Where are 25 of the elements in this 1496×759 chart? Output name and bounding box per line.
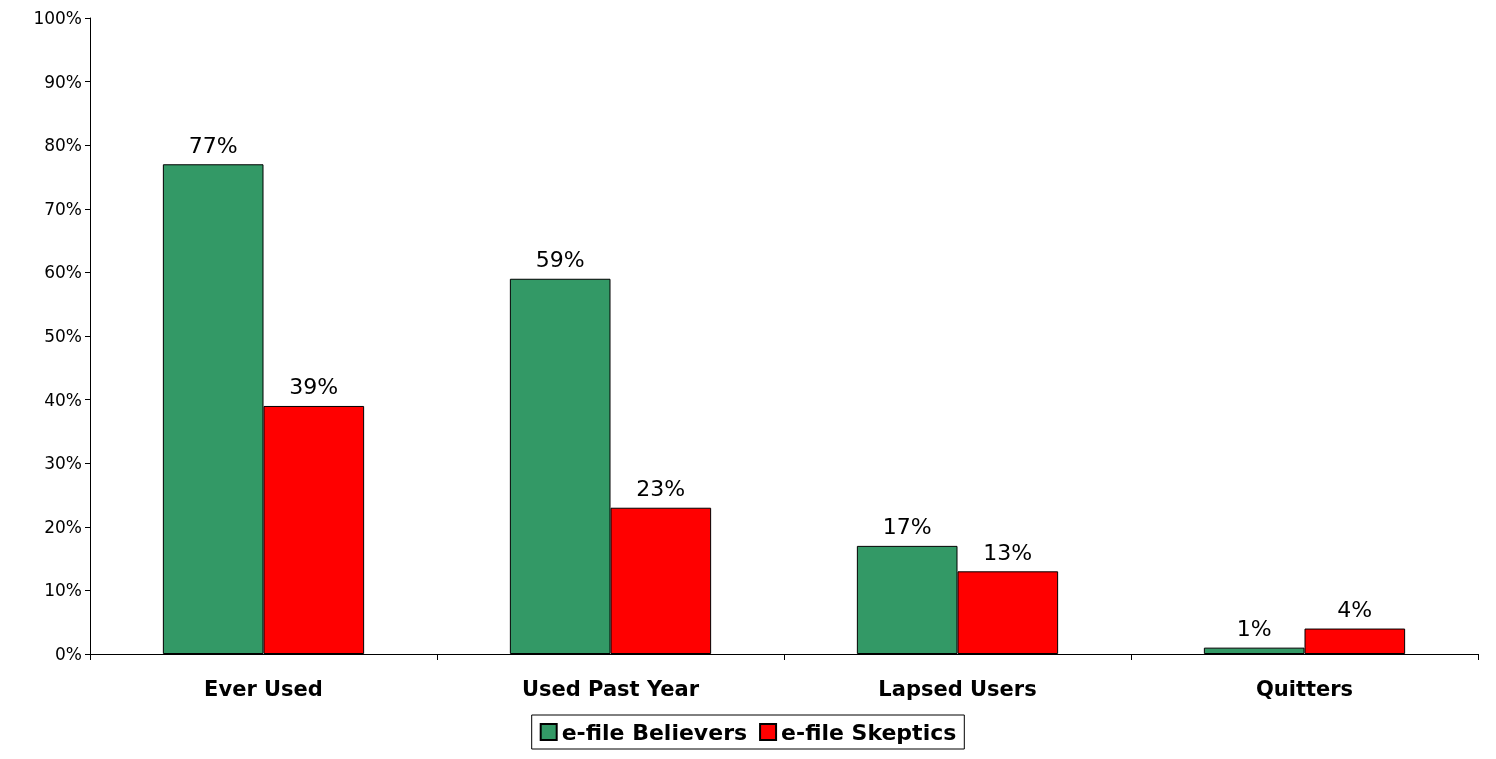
data-label: 17%	[882, 514, 932, 540]
y-tick-label: 100%	[33, 8, 82, 28]
y-tick-label: 70%	[44, 198, 82, 219]
data-label: 59%	[535, 247, 585, 273]
data-label: 23%	[636, 476, 686, 502]
y-tick-label: 50%	[44, 326, 82, 346]
legend-label: e-file Skeptics	[781, 719, 957, 745]
x-tick-label: Lapsed Users	[878, 676, 1037, 701]
data-label: 77%	[188, 132, 238, 158]
data-label: 39%	[289, 374, 339, 400]
y-tick-label: 90%	[44, 71, 82, 92]
legend-label: e-file Believers	[561, 719, 748, 745]
y-tick-label: 20%	[44, 516, 82, 537]
y-tick-label: 30%	[44, 453, 82, 474]
y-tick-label: 80%	[44, 135, 82, 156]
y-tick-label: 10%	[44, 580, 82, 601]
y-tick-label: 40%	[44, 389, 82, 410]
y-tick-label: 0%	[55, 644, 82, 664]
x-tick-label: Quitters	[1255, 676, 1354, 701]
x-tick-label: Used Past Year	[521, 676, 700, 701]
y-tick-label: 60%	[44, 262, 82, 283]
data-label: 13%	[983, 539, 1033, 565]
data-label: 4%	[1337, 597, 1373, 623]
data-label: 1%	[1236, 616, 1272, 642]
x-tick-label: Ever Used	[204, 676, 323, 701]
